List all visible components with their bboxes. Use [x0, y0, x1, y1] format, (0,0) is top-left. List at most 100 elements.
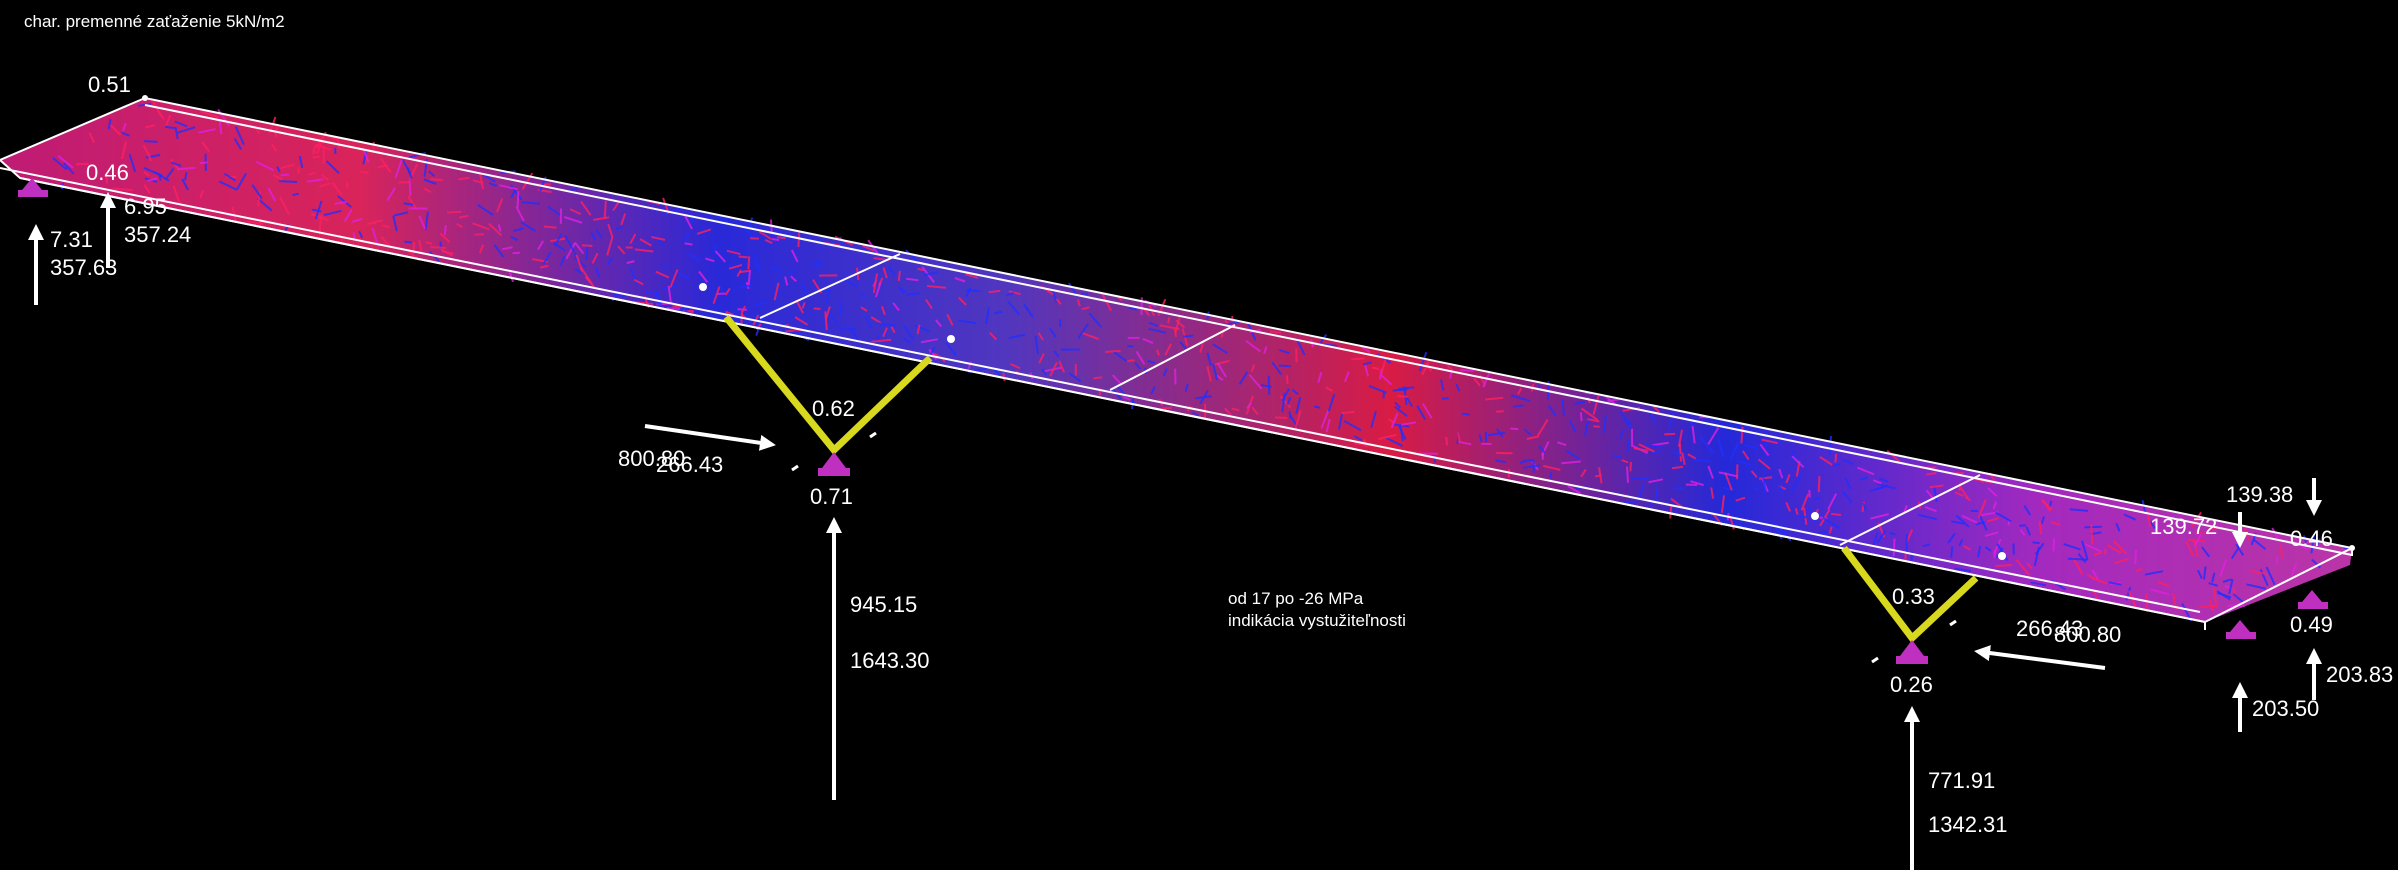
stress-vector [1917, 513, 1937, 521]
label-col1-v1: 945.15 [850, 592, 918, 617]
stress-vector [1353, 435, 1363, 442]
stress-vector [346, 182, 349, 189]
stress-vector [1579, 412, 1583, 422]
stress-vector [2208, 582, 2218, 587]
stress-vector [2114, 557, 2129, 565]
stress-vector [2217, 592, 2232, 599]
stress-vector [1394, 401, 1402, 409]
stress-vector [199, 161, 208, 165]
stress-vector [512, 251, 520, 255]
stress-vector [1652, 441, 1669, 447]
stress-vector [629, 267, 639, 286]
stress-vector [1822, 516, 1841, 529]
stress-vector [1995, 511, 2012, 523]
stress-vector [1878, 477, 1889, 483]
stress-vector [458, 214, 469, 219]
label-left-h1: 357.24 [124, 222, 192, 247]
stress-vector [2135, 568, 2143, 573]
stress-vector [2026, 562, 2033, 569]
stress-vector [902, 324, 915, 340]
stress-vector [1922, 543, 1931, 548]
stress-vector [236, 173, 247, 190]
stress-vector [965, 273, 979, 279]
stress-vector [2052, 538, 2055, 552]
stress-vector [174, 120, 188, 128]
stress-vector [1523, 428, 1532, 436]
stress-vector [897, 270, 901, 282]
stress-vector [1720, 495, 1725, 513]
stress-vector [1416, 405, 1427, 421]
stress-vector [1343, 420, 1362, 432]
stress-vector [2232, 593, 2245, 604]
stress-vector [488, 222, 502, 237]
stress-vector [325, 160, 340, 174]
stress-vector [965, 286, 972, 298]
stress-vector [423, 187, 432, 193]
stress-vector [696, 228, 712, 235]
stress-vector [1082, 332, 1099, 341]
stress-vector [717, 292, 726, 295]
stress-vector [639, 238, 652, 247]
stress-vector [218, 180, 238, 191]
stress-vector [143, 171, 150, 177]
stress-vector [1049, 327, 1057, 338]
label-col2-h2: 800.80 [2054, 622, 2122, 647]
stress-vector [234, 126, 245, 146]
stress-vector [1325, 418, 1331, 433]
stress-vector [736, 269, 742, 277]
stress-vector [1729, 515, 1735, 530]
stress-vector [520, 221, 536, 232]
stress-vector [1830, 512, 1842, 516]
stress-vector [423, 178, 437, 185]
stress-vector [1390, 412, 1399, 429]
stress-vector [2108, 581, 2122, 586]
stress-vector [1288, 411, 1292, 419]
stress-vector [513, 227, 524, 232]
stress-vector [606, 256, 614, 266]
stress-vector [1473, 377, 1481, 387]
stress-vector [278, 180, 298, 183]
stress-vector [655, 270, 670, 279]
stress-vector [1870, 513, 1889, 520]
stress-vector [147, 153, 152, 162]
stress-vector [401, 158, 412, 174]
stress-vector [1710, 487, 1715, 499]
stress-vector [928, 348, 938, 361]
stress-vector [2187, 538, 2206, 543]
stress-vector [1638, 443, 1655, 453]
stress-vector [143, 184, 151, 194]
stress-vector [615, 226, 624, 230]
stress-vector [279, 196, 290, 215]
stress-vector [1167, 316, 1171, 324]
stress-vector [1251, 406, 1259, 416]
stress-vector [1496, 410, 1504, 413]
stress-vector [860, 291, 866, 298]
stress-vector [2192, 538, 2199, 557]
stress-vector [174, 126, 179, 140]
stress-vector [684, 232, 690, 242]
stress-vector [1496, 428, 1504, 438]
stress-vector [75, 162, 89, 166]
stress-vector [745, 217, 754, 233]
stress-vector [2150, 588, 2170, 596]
label-right-top: 0.46 [2290, 526, 2333, 551]
stress-vector [2290, 562, 2298, 577]
stress-vector [380, 236, 391, 248]
stress-vector [1574, 400, 1586, 405]
stress-vector [773, 282, 780, 301]
stress-vector [177, 166, 196, 171]
stress-vector [1212, 363, 1219, 381]
stress-vector [430, 246, 447, 249]
stress-vector [1583, 422, 1589, 437]
support-right-2-icon [2298, 590, 2328, 609]
stress-vector [1691, 425, 1696, 444]
stress-vector [2275, 556, 2279, 564]
label-col1-v2: 1643.30 [850, 648, 930, 673]
stress-vector [2246, 583, 2267, 590]
stress-vector [790, 249, 799, 263]
stress-vector [472, 179, 484, 184]
stress-vector [757, 263, 760, 272]
stress-vector [482, 173, 496, 183]
stress-vector [2030, 581, 2047, 587]
stress-vector [1808, 489, 1811, 498]
